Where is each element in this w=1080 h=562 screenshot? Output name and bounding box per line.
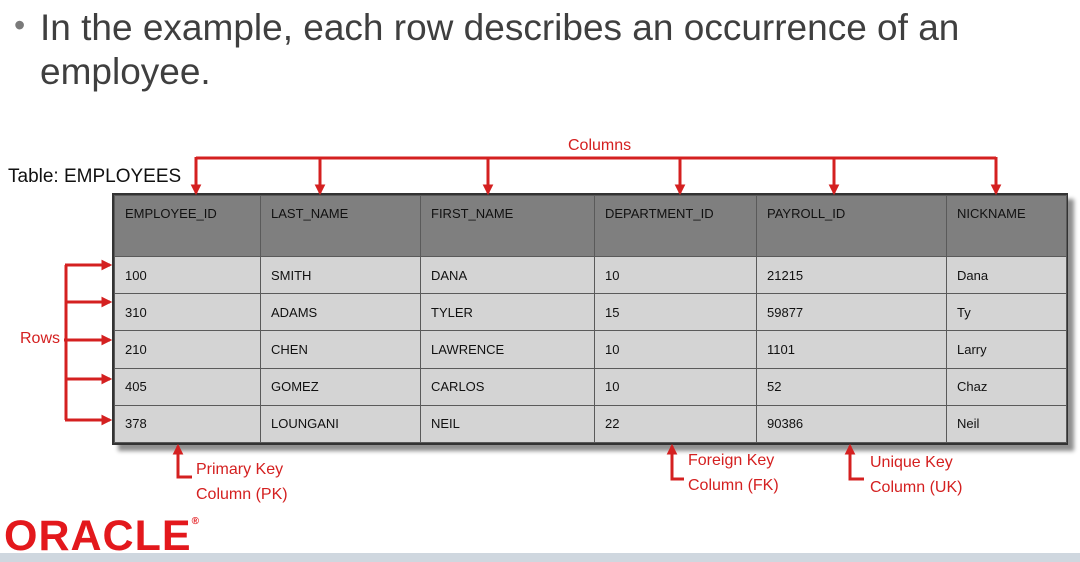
unique-key-line: Unique Key	[870, 454, 953, 471]
primary-key-line: Primary Key	[196, 461, 284, 478]
foreign-key-label: Foreign Key Column (FK)	[688, 449, 779, 499]
logo-text: ORACLE	[4, 512, 192, 560]
table-cell: 1101	[756, 330, 947, 369]
table-cell: NEIL	[420, 404, 595, 444]
table-row: 210 CHEN LAWRENCE 10 1101 Larry	[114, 330, 1067, 369]
unique-key-line: Column (UK)	[870, 478, 963, 496]
table-cell: TYLER	[420, 293, 595, 332]
table-cell: Neil	[946, 404, 1067, 444]
bullet-point: • In the example, each row describes an …	[14, 6, 1074, 95]
column-header: NICKNAME	[946, 195, 1067, 257]
table-cell: Dana	[946, 255, 1067, 295]
table-cell: GOMEZ	[260, 367, 421, 406]
table-cell: 210	[114, 330, 261, 369]
table-cell: ADAMS	[260, 293, 421, 332]
table-cell: 52	[756, 367, 947, 406]
table-cell: 59877	[756, 293, 947, 332]
employees-table: EMPLOYEE_ID LAST_NAME FIRST_NAME DEPARTM…	[112, 193, 1068, 445]
primary-key-label: Primary Key Column (PK)	[196, 458, 288, 508]
table-cell: 378	[114, 404, 261, 444]
footer-bar	[0, 553, 1080, 562]
fk-arrow	[666, 443, 684, 481]
table-cell: LAWRENCE	[420, 330, 595, 369]
bullet-text: In the example, each row describes an oc…	[40, 7, 960, 93]
column-header: DEPARTMENT_ID	[594, 195, 757, 257]
bullet-dot-icon: •	[14, 7, 26, 43]
table-row: 405 GOMEZ CARLOS 10 52 Chaz	[114, 367, 1067, 406]
foreign-key-line: Foreign Key	[688, 452, 775, 469]
table-cell: 15	[594, 293, 757, 332]
columns-label: Columns	[568, 137, 632, 154]
column-header: EMPLOYEE_ID	[114, 195, 261, 257]
table-header-row: EMPLOYEE_ID LAST_NAME FIRST_NAME DEPARTM…	[114, 195, 1067, 257]
rows-label: Rows	[20, 330, 61, 347]
table-caption: Table: EMPLOYEES	[8, 166, 182, 187]
table-cell: 10	[594, 330, 757, 369]
pk-arrow	[172, 443, 192, 479]
uk-arrow	[844, 443, 864, 481]
table-cell: DANA	[420, 255, 595, 295]
table-cell: Larry	[946, 330, 1067, 369]
unique-key-label: Unique Key Column (UK)	[870, 451, 962, 501]
table-cell: 90386	[756, 404, 947, 444]
table-cell: Ty	[946, 293, 1067, 332]
table-cell: 22	[594, 404, 757, 444]
column-header: LAST_NAME	[260, 195, 421, 257]
column-header: FIRST_NAME	[420, 195, 595, 257]
table-cell: 10	[594, 255, 757, 295]
table-cell: 100	[114, 255, 261, 295]
column-header: PAYROLL_ID	[756, 195, 947, 257]
table-cell: 310	[114, 293, 261, 332]
registered-mark: ®	[191, 516, 200, 527]
table-row: 378 LOUNGANI NEIL 22 90386 Neil	[114, 404, 1067, 444]
table-cell: LOUNGANI	[260, 404, 421, 444]
table-cell: Chaz	[946, 367, 1067, 406]
primary-key-line: Column (PK)	[196, 485, 288, 503]
table-cell: 405	[114, 367, 261, 406]
table-cell: CHEN	[260, 330, 421, 369]
table-cell: CARLOS	[420, 367, 595, 406]
oracle-logo: ORACLE®	[4, 515, 200, 558]
table-row: 310 ADAMS TYLER 15 59877 Ty	[114, 293, 1067, 332]
foreign-key-line: Column (FK)	[688, 476, 779, 494]
table-cell: SMITH	[260, 255, 421, 295]
